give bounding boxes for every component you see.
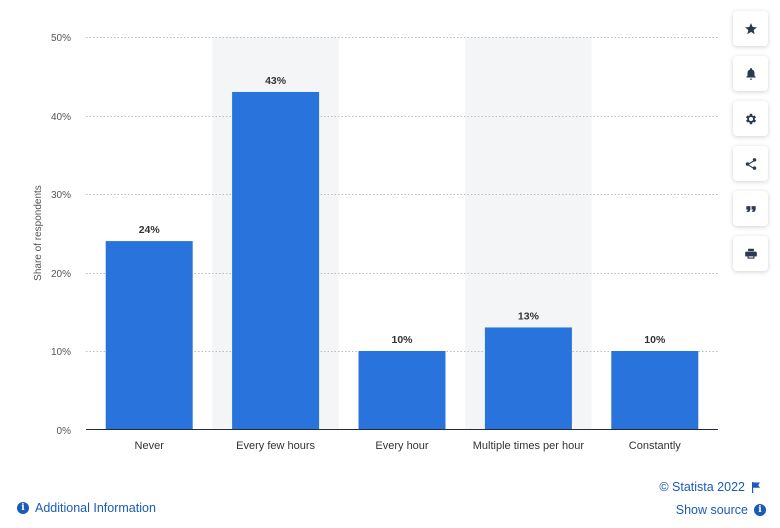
statista-credit[interactable]: © Statista 2022 xyxy=(659,480,761,494)
x-tick-label: Multiple times per hour xyxy=(473,440,585,452)
info-icon: i xyxy=(17,502,29,514)
value-label: 24% xyxy=(139,224,161,236)
bar[interactable] xyxy=(105,241,193,430)
value-label: 10% xyxy=(391,334,413,346)
value-label: 13% xyxy=(518,310,540,322)
quote-icon xyxy=(745,205,756,212)
value-labels: 24% 43% 10% 13% 10% xyxy=(139,75,666,346)
gear-icon xyxy=(745,113,756,124)
y-tick-label: 20% xyxy=(51,269,71,280)
notification-button[interactable] xyxy=(733,56,768,91)
print-button[interactable] xyxy=(733,236,768,271)
y-tick-label: 40% xyxy=(51,112,71,123)
y-tick-label: 0% xyxy=(57,426,72,437)
y-axis-ticks: 0% 10% 20% 30% 40% 50% xyxy=(51,33,71,437)
y-tick-label: 30% xyxy=(51,190,71,201)
flag-icon xyxy=(752,481,760,493)
bell-icon xyxy=(745,67,756,80)
bars xyxy=(105,91,699,430)
share-button[interactable] xyxy=(733,146,768,181)
settings-button[interactable] xyxy=(733,101,768,136)
chart-toolbar xyxy=(733,11,768,271)
x-tick-label: Never xyxy=(135,440,165,452)
y-tick-label: 10% xyxy=(51,347,71,358)
star-icon xyxy=(744,22,757,34)
x-tick-label: Every hour xyxy=(375,440,429,452)
credit-text: © Statista 2022 xyxy=(659,480,745,494)
show-source-link[interactable]: Show source i xyxy=(676,503,766,517)
additional-information-label: Additional Information xyxy=(35,501,156,515)
cite-button[interactable] xyxy=(733,191,768,226)
bar[interactable] xyxy=(484,327,572,430)
x-axis-labels: Never Every few hours Every hour Multiple t… xyxy=(135,440,682,452)
bar[interactable] xyxy=(611,351,699,430)
value-label: 43% xyxy=(265,75,287,87)
additional-information-link[interactable]: i Additional Information xyxy=(17,501,156,515)
bar[interactable] xyxy=(358,351,446,430)
favorite-button[interactable] xyxy=(733,11,768,46)
x-tick-label: Every few hours xyxy=(236,440,315,452)
x-tick-label: Constantly xyxy=(629,440,681,452)
bar[interactable] xyxy=(232,91,320,430)
y-axis-title: Share of respondents xyxy=(33,185,44,281)
value-label: 10% xyxy=(644,334,666,346)
share-icon xyxy=(745,157,756,170)
print-icon xyxy=(744,248,757,259)
y-tick-label: 50% xyxy=(51,33,71,44)
show-source-label: Show source xyxy=(675,503,748,517)
info-icon: i xyxy=(754,504,766,516)
